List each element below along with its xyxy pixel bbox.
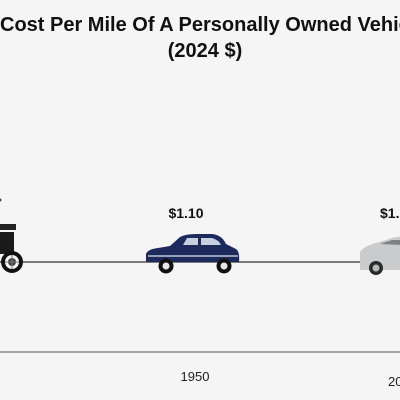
vintage-car-icon (0, 198, 23, 273)
value-label-20xx: $1.1 (380, 205, 400, 221)
modern-sedan-icon (360, 236, 400, 275)
chart-title-text: Cost Per Mile Of A Personally Owned Vehi… (0, 14, 400, 36)
value-label-1950: $1.10 (168, 205, 203, 221)
chart-title: Cost Per Mile Of A Personally Owned Vehi… (0, 12, 400, 64)
chart-subtitle: (2024 $) (167, 40, 243, 62)
1950s-sedan-icon (146, 234, 240, 274)
x-tick-1950: 1950 (181, 369, 210, 384)
x-tick-20xx: 20 (388, 374, 400, 389)
